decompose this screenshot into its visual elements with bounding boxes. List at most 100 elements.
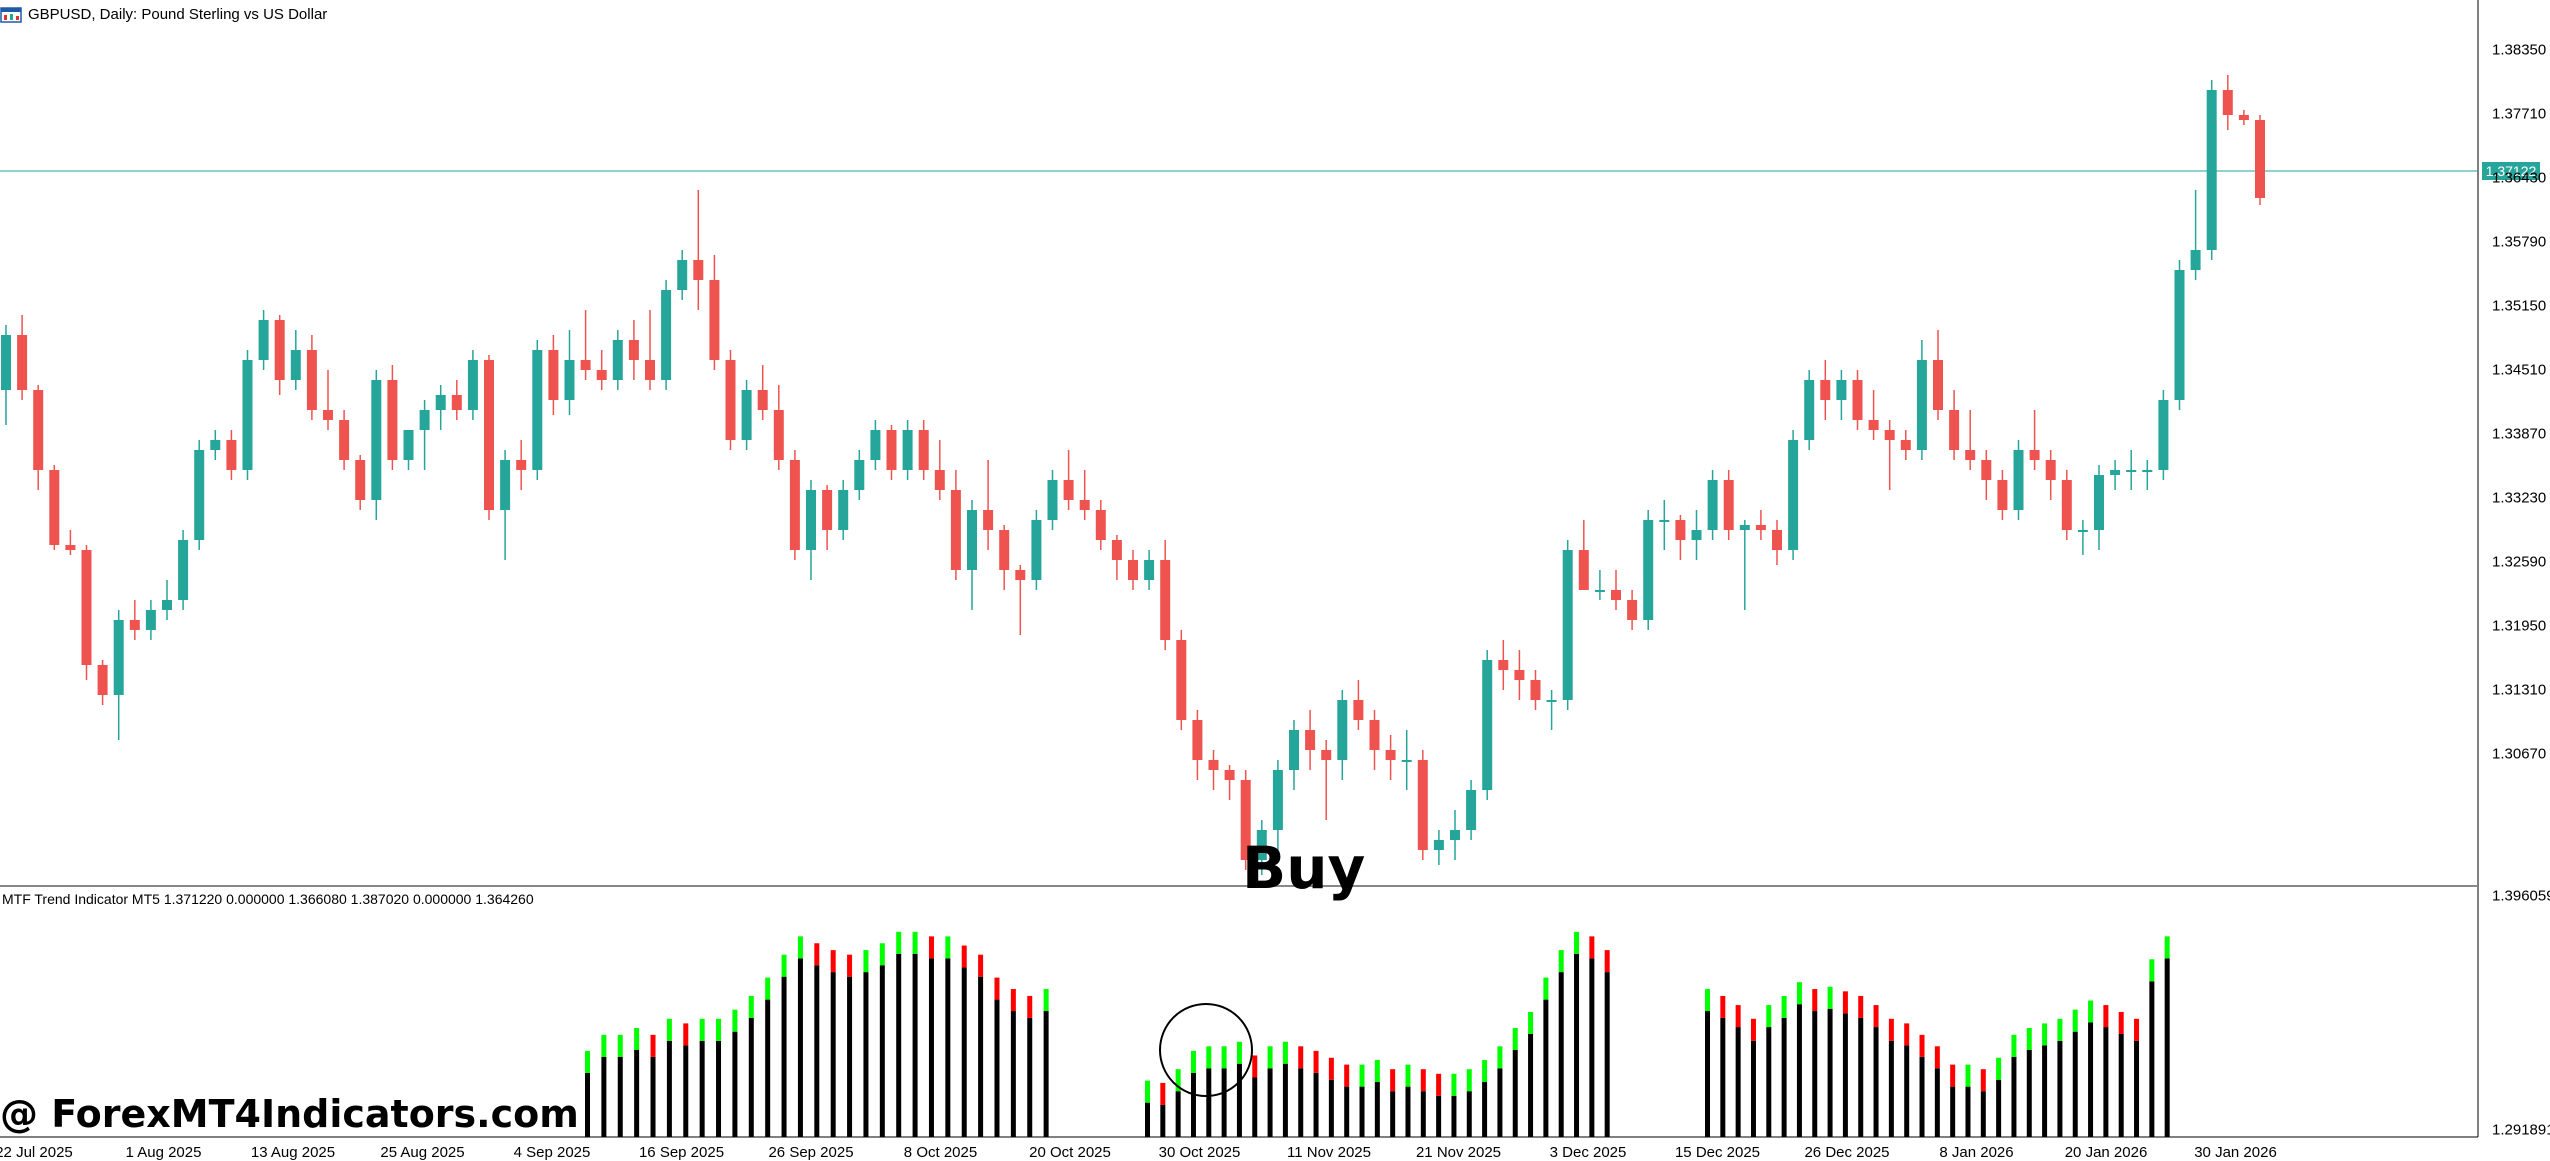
indicator-signal (1236, 1041, 1242, 1064)
indicator-bar (1175, 1091, 1181, 1137)
candle-body (306, 350, 317, 410)
indicator-bar (2103, 1027, 2109, 1137)
indicator-signal (1781, 995, 1787, 1018)
indicator-signal (2149, 959, 2155, 982)
price-tick-label: 1.35150 (2492, 297, 2547, 315)
indicator-signal (2057, 1018, 2063, 1041)
candle-body (145, 610, 156, 630)
candle-body (1723, 480, 1734, 530)
candle-body (1240, 780, 1251, 860)
indicator-signal (1405, 1064, 1411, 1087)
candle-body (934, 470, 945, 490)
price-tick-label: 1.33230 (2492, 489, 2547, 507)
indicator-signal (1145, 1080, 1150, 1103)
candle-body (1337, 700, 1348, 760)
indicator-signal (1043, 989, 1049, 1012)
indicator-signal (1252, 1055, 1258, 1078)
indicator-signal (928, 936, 934, 959)
indicator-bar (2057, 1040, 2063, 1137)
candle-body (178, 540, 189, 600)
date-tick-label: 21 Nov 2025 (1415, 1144, 1502, 1161)
candle-body (548, 350, 559, 400)
candle-body (886, 430, 897, 470)
indicator-signal (1328, 1057, 1334, 1080)
candle-body (1433, 840, 1444, 850)
candle-body (918, 430, 929, 470)
candle-body (1272, 770, 1283, 830)
candle-body (81, 550, 92, 665)
candle-body (1530, 680, 1541, 700)
indicator-signal (1934, 1046, 1940, 1069)
indicator-bar (1221, 1068, 1227, 1137)
indicator-signal (2134, 1018, 2140, 1041)
candle-body (242, 360, 253, 470)
indicator-signal (2103, 1005, 2109, 1028)
indicator-tick-label: 1.291891 (2492, 1121, 2550, 1139)
candle-body (500, 460, 511, 510)
indicator-signal (1374, 1060, 1380, 1083)
indicator-bar (765, 999, 771, 1137)
candle-body (1321, 750, 1332, 760)
indicator-signal (1796, 982, 1802, 1005)
candle-body (1, 335, 11, 390)
signal-circle (1159, 1003, 1253, 1097)
indicator-signal (1482, 1060, 1488, 1083)
candle-body (1578, 550, 1589, 590)
indicator-bar (1374, 1082, 1380, 1137)
candle-body (1981, 460, 1992, 480)
indicator-signal (2072, 1009, 2078, 1032)
indicator-signal (1344, 1064, 1350, 1087)
candle-body (1997, 480, 2008, 510)
candle-body (274, 320, 285, 380)
indicator-signal (1873, 1005, 1879, 1028)
candle-body (661, 290, 672, 380)
indicator-signal (781, 954, 787, 977)
candle-body (516, 460, 527, 470)
candle-body (371, 380, 382, 500)
indicator-bar (1252, 1077, 1258, 1137)
indicator-signal (1451, 1073, 1457, 1096)
candle-body (1594, 590, 1605, 592)
symbol-title: GBPUSD, Daily: Pound Sterling vs US Doll… (28, 6, 328, 23)
indicator-signal (2088, 1000, 2094, 1023)
candle-body (226, 440, 237, 470)
indicator-signal (1528, 1011, 1534, 1034)
indicator-bar (1027, 1017, 1033, 1137)
indicator-bar (1236, 1063, 1242, 1137)
indicator-bar (601, 1056, 607, 1137)
indicator-bar (1904, 1045, 1910, 1137)
indicator-bar (1344, 1086, 1350, 1137)
candle-body (1111, 540, 1122, 560)
date-tick-label: 15 Dec 2025 (1674, 1144, 1761, 1161)
indicator-signal (1858, 995, 1864, 1018)
candle-body (2174, 270, 2185, 400)
indicator-signal (863, 950, 869, 973)
indicator-signal (2118, 1011, 2124, 1034)
indicator-bar (1950, 1086, 1956, 1137)
candle-body (999, 530, 1010, 570)
indicator-bar (1735, 1027, 1741, 1137)
indicator-bar (1466, 1091, 1472, 1137)
indicator-signal (1589, 936, 1595, 959)
candle-body (773, 410, 784, 460)
candle-body (806, 490, 816, 550)
candle-body (1063, 480, 1074, 500)
indicator-bar (896, 953, 902, 1137)
candle-body (2238, 115, 2249, 120)
indicator-bar (1190, 1072, 1196, 1137)
date-tick-label: 30 Jan 2026 (2194, 1144, 2277, 1161)
candle-body (645, 360, 655, 380)
candle-body (2094, 475, 2104, 530)
candle-body (2061, 480, 2072, 530)
indicator-bar (863, 972, 869, 1137)
indicator-signal (699, 1018, 705, 1041)
watermark-text: @ ForexMT4Indicators.com (0, 1092, 579, 1136)
indicator-bar (1010, 1011, 1016, 1137)
indicator-signal (1842, 991, 1848, 1014)
indicator-signal (1965, 1064, 1971, 1087)
indicator-bar (617, 1056, 623, 1137)
candle-body (612, 340, 623, 380)
candle-body (1546, 700, 1557, 702)
candle-body (1015, 570, 1026, 580)
